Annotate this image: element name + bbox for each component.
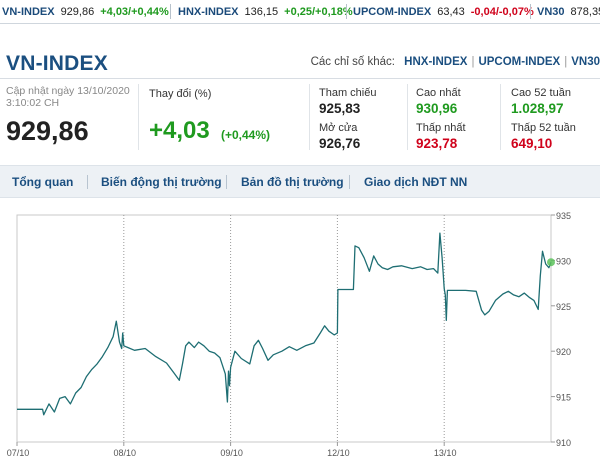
ticker-name: HNX-INDEX [178, 6, 239, 18]
x-tick-label: 07/10 [7, 448, 30, 458]
header-divider [0, 78, 600, 79]
other-index-link-hnx[interactable]: HNX-INDEX [404, 56, 468, 68]
update-clock: 3:10:02 CH [6, 97, 60, 109]
ticker-name: VN-INDEX [2, 6, 55, 18]
plot-area [16, 214, 552, 443]
quote-divider [309, 84, 310, 150]
open-label: Mở cửa [319, 122, 358, 134]
price-change-percent: (+0,44%) [221, 128, 271, 142]
other-indices: Các chỉ số khác: HNX-INDEX | UPCOM-INDEX | V… [311, 56, 600, 68]
tab-divider [349, 175, 350, 189]
other-indices-label: Các chỉ số khác: [310, 56, 395, 68]
index-chart: 910 915 920 925 930 935 07/10 08/10 09/10 12/10 13… [0, 205, 600, 463]
x-tick-label: 09/10 [220, 448, 243, 458]
open-value: 926,76 [319, 136, 361, 151]
tab-market-map[interactable]: Bản đồ thị trường [241, 175, 344, 189]
tab-foreign-trading[interactable]: Giao dịch NĐT NN [364, 175, 468, 189]
low52-value: 649,10 [511, 136, 553, 151]
reference-label: Tham chiếu [319, 87, 377, 99]
high-label: Cao nhất [416, 87, 461, 99]
ticker-divider [346, 4, 347, 19]
ticker-value: 929,86 [60, 6, 95, 18]
low-label: Thấp nhất [416, 122, 466, 134]
other-index-link-vn30[interactable]: VN30 [571, 56, 600, 68]
section-tabs: Tổng quan Biến động thị trường Bản đồ th… [0, 165, 600, 198]
ticker-divider [530, 4, 531, 19]
x-tick-label: 12/10 [327, 448, 350, 458]
high-value: 930,96 [416, 101, 458, 116]
price-change: +4,03 [149, 117, 210, 144]
current-price: 929,86 [6, 116, 89, 146]
quote-divider [407, 84, 408, 150]
ticker-item-upcomindex[interactable]: UPCOM-INDEX 63,43 -0,04/-0,07% [353, 6, 534, 18]
y-tick-label: 925 [556, 302, 571, 312]
ticker-divider [170, 4, 171, 19]
x-tick-label: 08/10 [114, 448, 137, 458]
tab-divider [87, 175, 88, 189]
chart-svg: 910 915 920 925 930 935 07/10 08/10 09/10 12/10 13… [7, 211, 571, 458]
y-tick-label: 920 [556, 347, 571, 357]
high52-value: 1.028,97 [511, 101, 564, 116]
ticker-item-vn30[interactable]: VN30 878,35 [537, 6, 600, 18]
ticker-value: 136,15 [244, 6, 279, 18]
ticker-change: +0,25/+0,18% [284, 6, 353, 18]
y-tick-label: 910 [556, 438, 571, 448]
y-tick-label: 930 [556, 256, 571, 266]
ticker-item-hnxindex[interactable]: HNX-INDEX 136,15 +0,25/+0,18% [178, 6, 353, 18]
high52-label: Cao 52 tuần [511, 87, 571, 99]
last-value-marker [547, 258, 555, 267]
ticker-item-vnindex[interactable]: VN-INDEX 929,86 +4,03/+0,44% [2, 6, 169, 18]
update-time: Cập nhật ngày 13/10/2020 3:10:02 CH [6, 85, 130, 109]
ticker-change: +4,03/+0,44% [100, 6, 169, 18]
ticker-value: 63,43 [437, 6, 465, 18]
other-index-link-upcom[interactable]: UPCOM-INDEX [478, 56, 561, 68]
quote-divider [138, 84, 139, 150]
x-tick-label: 13/10 [434, 448, 457, 458]
low-value: 923,78 [416, 136, 458, 151]
tab-overview[interactable]: Tổng quan [12, 175, 74, 189]
link-divider: | [471, 56, 475, 68]
change-label: Thay đổi (%) [149, 88, 212, 100]
y-tick-label: 915 [556, 393, 571, 403]
update-date: Cập nhật ngày 13/10/2020 [6, 85, 130, 97]
quote-divider [500, 84, 501, 150]
link-divider: | [564, 56, 568, 68]
series-line-0 [17, 232, 552, 416]
ticker-name: UPCOM-INDEX [353, 6, 432, 18]
low52-label: Thấp 52 tuần [511, 122, 576, 134]
reference-value: 925,83 [319, 101, 361, 116]
ticker-change: -0,04/-0,07% [470, 6, 534, 18]
ticker-name: VN30 [537, 6, 565, 18]
tab-divider [226, 175, 227, 189]
y-tick-label: 935 [556, 211, 571, 221]
tab-market-movement[interactable]: Biến động thị trường [101, 175, 222, 189]
ticker-value: 878,35 [570, 6, 600, 18]
page-title: VN-INDEX [6, 52, 108, 75]
index-ticker-bar: VN-INDEX 929,86 +4,03/+0,44% HNX-INDEX 136,… [0, 0, 600, 24]
